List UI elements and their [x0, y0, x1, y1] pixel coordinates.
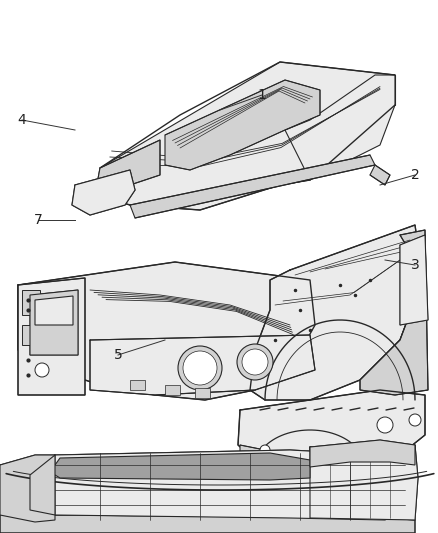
- Polygon shape: [238, 390, 425, 468]
- Polygon shape: [95, 140, 160, 195]
- Polygon shape: [30, 290, 78, 355]
- Polygon shape: [18, 278, 85, 395]
- Polygon shape: [90, 335, 315, 395]
- Text: 1: 1: [258, 88, 266, 102]
- Polygon shape: [310, 440, 415, 467]
- Circle shape: [237, 344, 273, 380]
- Text: 2: 2: [411, 168, 419, 182]
- Polygon shape: [72, 170, 135, 215]
- Circle shape: [242, 349, 268, 375]
- Circle shape: [377, 417, 393, 433]
- Polygon shape: [95, 62, 395, 210]
- Polygon shape: [30, 450, 405, 520]
- Polygon shape: [30, 455, 55, 515]
- Bar: [22, 325, 40, 345]
- Circle shape: [35, 363, 49, 377]
- Bar: [165, 385, 180, 395]
- Text: 7: 7: [34, 213, 42, 227]
- Polygon shape: [250, 225, 420, 400]
- Polygon shape: [130, 155, 375, 218]
- Circle shape: [178, 346, 222, 390]
- Bar: [22, 290, 40, 315]
- Polygon shape: [165, 80, 320, 170]
- Circle shape: [183, 351, 217, 385]
- Polygon shape: [0, 455, 55, 522]
- Polygon shape: [0, 510, 415, 533]
- Text: 4: 4: [18, 113, 26, 127]
- Polygon shape: [370, 165, 390, 185]
- Bar: [130, 380, 145, 390]
- Polygon shape: [400, 235, 428, 325]
- Polygon shape: [18, 262, 315, 400]
- Polygon shape: [240, 445, 265, 468]
- Circle shape: [260, 445, 270, 455]
- Polygon shape: [50, 453, 310, 480]
- Polygon shape: [285, 75, 395, 180]
- Circle shape: [409, 414, 421, 426]
- Text: 3: 3: [411, 258, 419, 272]
- Polygon shape: [310, 445, 418, 520]
- Polygon shape: [35, 296, 73, 325]
- Polygon shape: [360, 230, 428, 395]
- Text: 5: 5: [113, 348, 122, 362]
- Bar: [195, 388, 210, 398]
